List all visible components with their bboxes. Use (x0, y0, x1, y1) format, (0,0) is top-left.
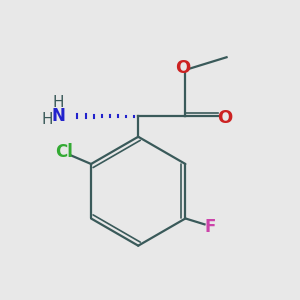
Text: H: H (41, 112, 53, 127)
Text: H: H (53, 95, 64, 110)
Text: O: O (218, 109, 233, 127)
Text: N: N (52, 107, 66, 125)
Text: O: O (175, 58, 190, 76)
Text: F: F (204, 218, 215, 236)
Text: Cl: Cl (55, 143, 73, 161)
